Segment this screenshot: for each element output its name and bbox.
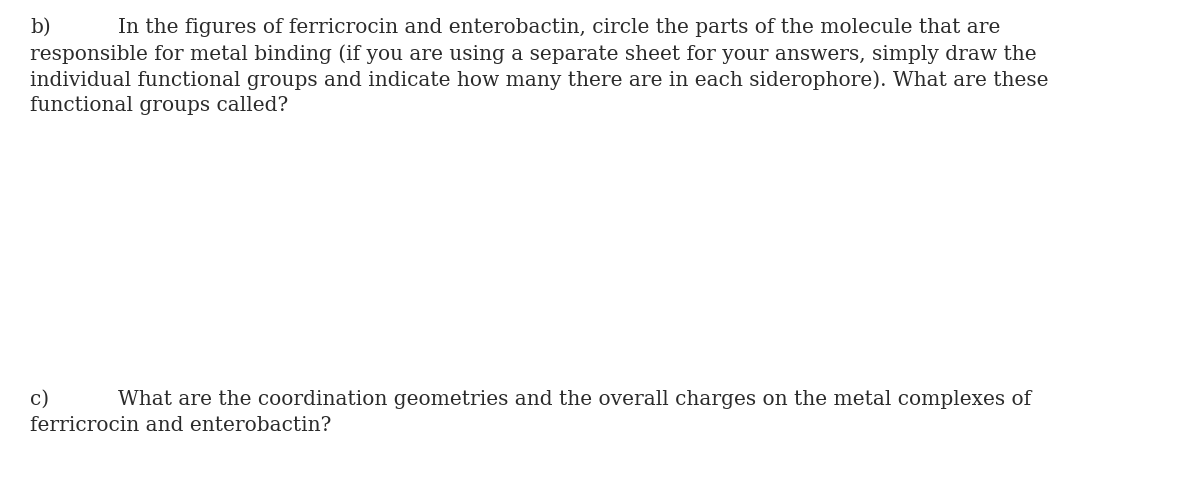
Text: ferricrocin and enterobactin?: ferricrocin and enterobactin?	[30, 416, 331, 435]
Text: b): b)	[30, 18, 50, 37]
Text: individual functional groups and indicate how many there are in each siderophore: individual functional groups and indicat…	[30, 70, 1049, 89]
Text: c): c)	[30, 390, 49, 409]
Text: functional groups called?: functional groups called?	[30, 96, 288, 115]
Text: responsible for metal binding (if you are using a separate sheet for your answer: responsible for metal binding (if you ar…	[30, 44, 1037, 64]
Text: In the figures of ferricrocin and enterobactin, circle the parts of the molecule: In the figures of ferricrocin and entero…	[118, 18, 1001, 37]
Text: What are the coordination geometries and the overall charges on the metal comple: What are the coordination geometries and…	[118, 390, 1031, 409]
